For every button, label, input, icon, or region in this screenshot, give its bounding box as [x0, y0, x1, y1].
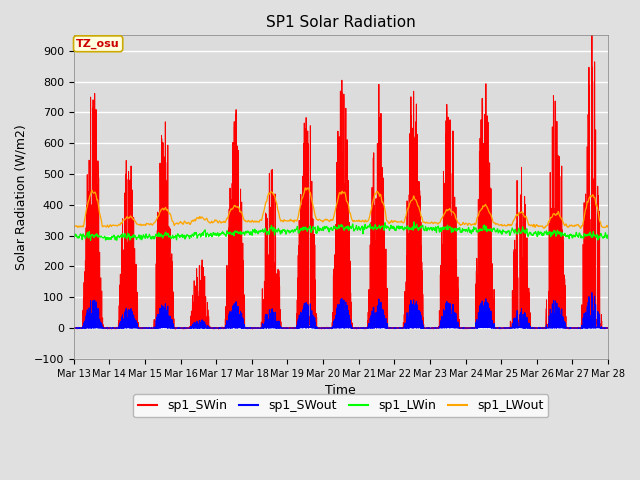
sp1_SWout	[604, 325, 611, 331]
sp1_LWin	[491, 228, 499, 233]
sp1_SWout	[604, 325, 612, 331]
sp1_SWin	[431, 325, 439, 331]
sp1_LWout	[70, 224, 77, 230]
sp1_LWin	[604, 232, 611, 238]
sp1_SWin	[70, 324, 77, 330]
sp1_LWout	[461, 222, 468, 228]
sp1_SWout	[70, 325, 77, 331]
Line: sp1_LWout: sp1_LWout	[74, 188, 608, 228]
sp1_SWout	[431, 325, 439, 331]
sp1_SWout	[588, 290, 596, 296]
sp1_SWout	[491, 325, 499, 331]
sp1_LWout	[604, 225, 612, 230]
sp1_SWout	[166, 316, 173, 322]
sp1_SWin	[321, 324, 329, 330]
sp1_LWin	[166, 233, 173, 239]
sp1_LWin	[461, 227, 468, 232]
Line: sp1_SWout: sp1_SWout	[74, 293, 608, 328]
sp1_LWout	[431, 220, 439, 226]
Title: SP1 Solar Radiation: SP1 Solar Radiation	[266, 15, 416, 30]
sp1_SWin	[588, 29, 596, 35]
sp1_LWin	[70, 235, 77, 240]
sp1_SWout	[461, 325, 468, 331]
sp1_LWin	[410, 219, 418, 225]
sp1_LWin	[604, 236, 612, 241]
sp1_SWin	[604, 325, 612, 331]
sp1_LWout	[321, 217, 329, 223]
sp1_SWin	[461, 325, 468, 331]
sp1_SWin	[604, 325, 611, 331]
sp1_LWin	[87, 238, 95, 243]
X-axis label: Time: Time	[326, 384, 356, 397]
sp1_SWout	[321, 325, 329, 331]
Legend: sp1_SWin, sp1_SWout, sp1_LWin, sp1_LWout: sp1_SWin, sp1_SWout, sp1_LWin, sp1_LWout	[133, 395, 548, 418]
sp1_SWout	[70, 325, 77, 331]
sp1_SWin	[108, 326, 115, 332]
sp1_LWout	[491, 220, 499, 226]
sp1_SWin	[166, 248, 173, 253]
Line: sp1_LWin: sp1_LWin	[74, 222, 608, 240]
sp1_LWout	[604, 224, 611, 229]
sp1_LWin	[321, 225, 329, 231]
sp1_SWin	[491, 325, 499, 331]
sp1_LWout	[166, 211, 173, 216]
Line: sp1_SWin: sp1_SWin	[74, 32, 608, 329]
Y-axis label: Solar Radiation (W/m2): Solar Radiation (W/m2)	[15, 124, 28, 270]
sp1_LWout	[577, 226, 584, 231]
sp1_LWin	[431, 228, 439, 233]
sp1_LWout	[301, 185, 309, 191]
Text: TZ_osu: TZ_osu	[76, 39, 120, 49]
